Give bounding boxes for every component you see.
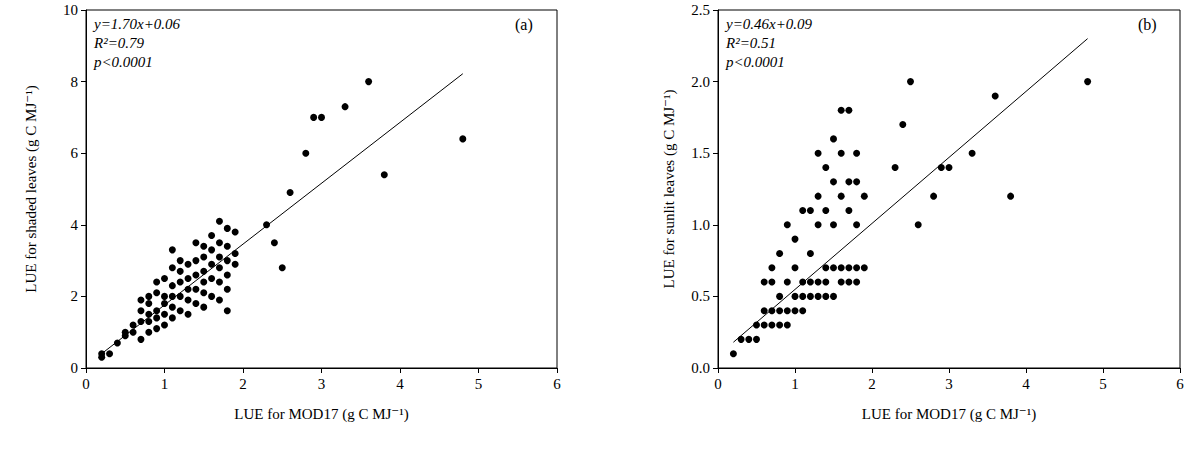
svg-text:LUE for sunlit leaves (g C MJ⁻: LUE for sunlit leaves (g C MJ⁻¹) [661,89,678,288]
svg-text:(b): (b) [1138,16,1157,34]
svg-text:5: 5 [1099,376,1107,392]
svg-text:2.5: 2.5 [691,2,710,18]
svg-text:0: 0 [71,360,79,376]
svg-text:3: 3 [945,376,953,392]
svg-text:0: 0 [714,376,722,392]
svg-text:2.0: 2.0 [691,74,710,90]
svg-text:LUE for shaded leaves (g C MJ⁻: LUE for shaded leaves (g C MJ⁻¹) [23,85,40,292]
svg-text:1: 1 [161,376,169,392]
svg-text:0: 0 [82,376,90,392]
svg-text:y=0.46x+0.09: y=0.46x+0.09 [724,16,813,32]
svg-text:5: 5 [475,376,483,392]
svg-text:6: 6 [553,376,561,392]
svg-text:4: 4 [396,376,404,392]
svg-text:1.0: 1.0 [691,217,710,233]
svg-text:1.5: 1.5 [691,145,710,161]
svg-text:2: 2 [239,376,247,392]
svg-text:p<0.0001: p<0.0001 [93,54,153,70]
svg-text:p<0.0001: p<0.0001 [725,54,785,70]
svg-text:4: 4 [1022,376,1030,392]
svg-text:R²=0.51: R²=0.51 [725,35,776,51]
svg-text:4: 4 [71,217,79,233]
svg-text:0.0: 0.0 [691,360,710,376]
svg-text:6: 6 [71,145,79,161]
svg-text:2: 2 [868,376,876,392]
svg-text:10: 10 [63,2,78,18]
svg-text:6: 6 [1176,376,1184,392]
svg-text:1: 1 [791,376,799,392]
svg-text:0.5: 0.5 [691,288,710,304]
svg-text:LUE for MOD17 (g C MJ⁻¹): LUE for MOD17 (g C MJ⁻¹) [234,406,409,423]
svg-text:8: 8 [71,74,79,90]
svg-text:R²=0.79: R²=0.79 [93,35,145,51]
svg-text:3: 3 [318,376,326,392]
svg-text:(a): (a) [515,16,533,34]
svg-text:2: 2 [71,288,79,304]
svg-text:y=1.70x+0.06: y=1.70x+0.06 [92,16,181,32]
svg-text:LUE for MOD17 (g C MJ⁻¹): LUE for MOD17 (g C MJ⁻¹) [862,406,1037,423]
